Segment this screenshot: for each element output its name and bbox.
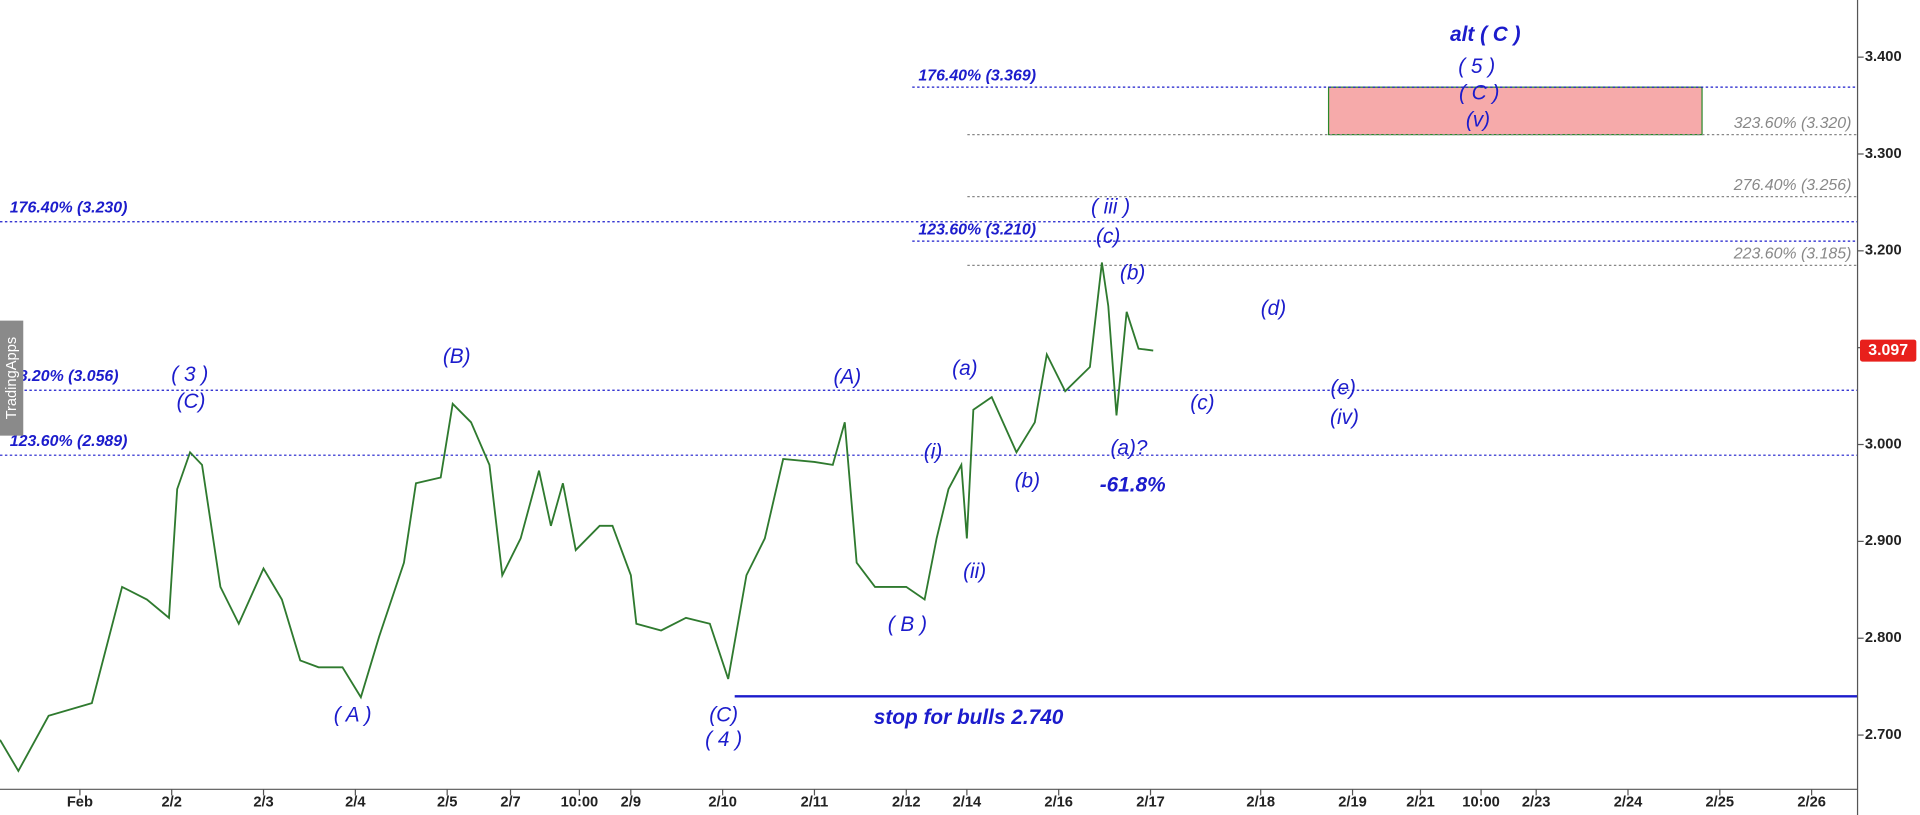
wave-label: (b) (1015, 470, 1040, 493)
wave-label: (a) (952, 357, 977, 380)
fib-label: 276.40% (3.256) (1733, 177, 1852, 194)
y-tick-label: 3.200 (1865, 243, 1902, 259)
y-tick-label: 2.900 (1865, 533, 1902, 549)
x-tick-label: 2/25 (1706, 795, 1735, 811)
x-tick-label: 2/9 (621, 795, 641, 811)
wave-label: (d) (1261, 297, 1286, 320)
last-price-label: 3.097 (1868, 342, 1908, 359)
wave-label: (B) (443, 345, 471, 368)
wave-label: ( 3 ) (171, 363, 208, 386)
wave-label: (e) (1331, 377, 1356, 400)
x-tick-label: 2/4 (345, 795, 366, 811)
x-tick-label: 2/14 (953, 795, 982, 811)
x-tick-label: Feb (67, 795, 93, 811)
x-tick-label: 2/23 (1522, 795, 1551, 811)
last-price-box (1860, 339, 1917, 362)
fib-label: 323.60% (3.320) (1734, 115, 1852, 132)
wave-label: (A) (833, 366, 861, 389)
x-tick-label: 10:00 (1462, 795, 1500, 811)
x-tick-label: 2/18 (1246, 795, 1275, 811)
x-tick-label: 2/10 (708, 795, 737, 811)
y-tick-label: 3.400 (1865, 49, 1902, 65)
x-tick-label: 2/12 (892, 795, 921, 811)
wave-label: (i) (924, 440, 942, 463)
x-tick-label: 2/3 (253, 795, 273, 811)
x-tick-label: 2/16 (1044, 795, 1073, 811)
x-tick-label: 2/24 (1614, 795, 1643, 811)
y-tick-label: 3.300 (1865, 146, 1902, 162)
wave-label: ( A ) (334, 703, 372, 726)
x-tick-label: 2/7 (500, 795, 520, 811)
y-tick-label: 2.700 (1865, 727, 1902, 743)
x-tick-label: 2/17 (1136, 795, 1165, 811)
wave-label: (ii) (963, 560, 986, 583)
wave-label: (v) (1466, 109, 1490, 132)
wave-label: ( 4 ) (705, 728, 742, 751)
watermark-box (0, 320, 24, 436)
wave-label: (c) (1096, 225, 1120, 248)
x-tick-label: 2/21 (1406, 795, 1435, 811)
x-tick-label: 10:00 (561, 795, 599, 811)
x-tick-label: 2/19 (1338, 795, 1367, 811)
wave-label: (iv) (1330, 406, 1359, 429)
fib-label: 176.40% (3.230) (10, 200, 128, 217)
wave-label: ( 5 ) (1458, 55, 1495, 78)
wave-label: stop for bulls 2.740 (874, 706, 1064, 729)
fib-label: 176.40% (3.369) (918, 67, 1036, 84)
wave-label: (C) (177, 390, 206, 413)
watermark: TradingApps (4, 337, 20, 420)
wave-label: -61.8% (1100, 473, 1166, 496)
fib-label: 123.60% (3.210) (918, 221, 1036, 238)
wave-label: ( B ) (888, 613, 927, 636)
wave-label: ( iii ) (1091, 196, 1130, 219)
wave-label: (a)? (1110, 437, 1147, 460)
fib-label: 38.20% (3.056) (10, 368, 119, 385)
x-tick-label: 2/11 (801, 795, 829, 811)
wave-label: alt ( C ) (1450, 23, 1521, 46)
y-tick-label: 2.800 (1865, 630, 1902, 646)
fib-label: 223.60% (3.185) (1733, 246, 1852, 263)
target-zone (1327, 86, 1703, 136)
x-tick-label: 2/5 (437, 795, 457, 811)
wave-label: (b) (1120, 262, 1145, 285)
x-tick-label: 2/26 (1797, 795, 1826, 811)
wave-label: ( C ) (1459, 82, 1499, 105)
fib-label: 123.60% (2.989) (10, 433, 128, 450)
x-tick-label: 2/2 (162, 795, 182, 811)
wave-label: (c) (1190, 391, 1214, 414)
wave-label: (C) (709, 703, 738, 726)
y-tick-label: 3.000 (1865, 436, 1902, 452)
price-line (0, 262, 1154, 773)
